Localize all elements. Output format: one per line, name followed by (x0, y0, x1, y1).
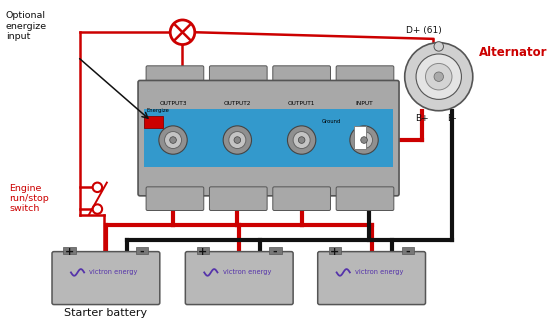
Text: D+ (61): D+ (61) (406, 26, 442, 35)
Text: B-: B- (447, 113, 456, 123)
Circle shape (159, 126, 187, 154)
Text: -: - (273, 247, 278, 257)
FancyBboxPatch shape (186, 252, 293, 305)
Circle shape (298, 137, 305, 143)
Text: INPUT: INPUT (355, 101, 373, 106)
Text: victron energy: victron energy (223, 269, 271, 275)
FancyBboxPatch shape (317, 252, 425, 305)
Text: Energize: Energize (147, 108, 170, 113)
Circle shape (234, 137, 240, 143)
Text: victron energy: victron energy (89, 269, 137, 275)
Bar (136, 247, 148, 254)
Text: OUTPUT3: OUTPUT3 (160, 101, 187, 106)
Circle shape (356, 132, 372, 149)
Bar (269, 247, 282, 254)
Circle shape (93, 204, 102, 214)
FancyBboxPatch shape (336, 66, 394, 87)
Text: Ground: Ground (321, 119, 341, 124)
Circle shape (416, 54, 461, 99)
Circle shape (170, 20, 195, 45)
Circle shape (93, 183, 102, 192)
Circle shape (434, 72, 443, 82)
Circle shape (425, 63, 452, 90)
FancyBboxPatch shape (209, 187, 267, 211)
Text: +: + (198, 247, 207, 257)
Circle shape (361, 137, 367, 143)
Circle shape (288, 126, 316, 154)
Circle shape (170, 137, 176, 143)
FancyBboxPatch shape (146, 66, 204, 87)
Circle shape (229, 132, 246, 149)
Bar (63, 247, 76, 254)
Text: Optional
energize
input: Optional energize input (6, 11, 47, 41)
FancyBboxPatch shape (273, 187, 331, 211)
Bar (402, 247, 414, 254)
FancyBboxPatch shape (146, 187, 204, 211)
Text: OUTPUT2: OUTPUT2 (224, 101, 251, 106)
Text: B+: B+ (415, 113, 429, 123)
Text: OUTPUT1: OUTPUT1 (288, 101, 315, 106)
Circle shape (434, 42, 443, 51)
Circle shape (293, 132, 310, 149)
Text: Engine
run/stop
switch: Engine run/stop switch (9, 184, 49, 213)
FancyBboxPatch shape (209, 66, 267, 87)
Text: victron energy: victron energy (355, 269, 403, 275)
FancyBboxPatch shape (336, 187, 394, 211)
Bar (197, 247, 209, 254)
Circle shape (350, 126, 378, 154)
FancyBboxPatch shape (138, 81, 399, 196)
Bar (143, 116, 163, 128)
Circle shape (405, 43, 473, 111)
Circle shape (165, 132, 182, 149)
Text: Starter battery: Starter battery (64, 308, 147, 318)
FancyBboxPatch shape (273, 66, 331, 87)
Circle shape (223, 126, 252, 154)
Text: -: - (405, 247, 410, 257)
Bar (143, 109, 393, 167)
Text: -: - (140, 247, 144, 257)
Bar (353, 126, 366, 150)
Text: Alternator: Alternator (479, 46, 547, 59)
FancyBboxPatch shape (52, 252, 160, 305)
Text: +: + (330, 247, 340, 257)
Bar (329, 247, 341, 254)
Text: +: + (64, 247, 74, 257)
